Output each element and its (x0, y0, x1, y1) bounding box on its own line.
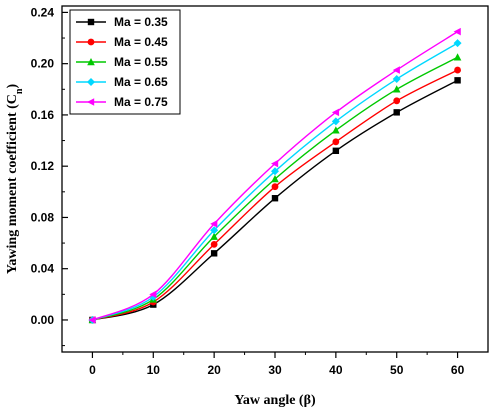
legend-swatch-marker (87, 78, 95, 86)
y-tick-label: 0.08 (31, 210, 55, 224)
data-point (210, 232, 218, 240)
y-tick-label: 0.20 (31, 57, 55, 71)
data-point (271, 195, 279, 202)
legend-swatch-marker (87, 18, 95, 26)
legend: Ma = 0.35 Ma = 0.45 Ma = 0.55 Ma = 0.65 Ma =… (69, 9, 181, 115)
data-point (454, 77, 461, 84)
y-tick-label: 0.24 (31, 5, 55, 19)
legend-label: Ma = 0.55 (114, 55, 168, 69)
data-point (210, 250, 218, 257)
y-axis-title-subscript: n (14, 88, 25, 94)
x-tick-label: 40 (329, 363, 343, 377)
data-point (393, 109, 400, 116)
legend-item: Ma = 0.45 (76, 35, 168, 49)
data-point (149, 290, 157, 299)
legend-label: Ma = 0.65 (114, 75, 168, 89)
data-point (392, 66, 400, 74)
data-point (392, 75, 401, 84)
x-tick-label: 60 (451, 363, 465, 377)
data-point (271, 167, 279, 176)
series-4 (88, 39, 462, 324)
data-point (88, 316, 96, 324)
x-tick-label: 50 (390, 363, 404, 377)
data-point (271, 175, 279, 183)
legend-swatch-marker (87, 58, 95, 66)
x-tick-label: 10 (147, 363, 161, 377)
data-point (393, 97, 401, 105)
y-axis-title-main: Yawing moment coefficient (C (5, 94, 20, 274)
data-point (332, 147, 340, 155)
legend-swatch-marker (87, 98, 95, 106)
data-point (210, 226, 219, 235)
data-point (453, 53, 462, 61)
data-point (453, 39, 462, 48)
legend-swatch-marker (87, 38, 95, 46)
x-tick-label: 30 (268, 363, 282, 377)
series-layer (88, 27, 462, 324)
data-point (454, 66, 461, 74)
legend-label: Ma = 0.35 (114, 15, 168, 29)
x-tick-label: 20 (207, 363, 221, 377)
data-point (332, 138, 340, 146)
data-point (210, 240, 218, 248)
x-axis-title: Yaw angle (β) (234, 393, 316, 408)
legend-item: Ma = 0.35 (76, 15, 168, 29)
legend-item: Ma = 0.55 (76, 55, 168, 69)
data-point (331, 108, 340, 117)
data-point (210, 220, 218, 228)
series-5 (88, 27, 461, 324)
y-tick-label: 0.00 (31, 313, 55, 327)
legend-item: Ma = 0.65 (76, 75, 168, 89)
data-point (453, 27, 461, 36)
y-tick-label: 0.12 (31, 159, 55, 173)
y-axis-title: Yawing moment coefficient (Cn) (5, 84, 25, 275)
legend-label: Ma = 0.45 (114, 35, 168, 49)
x-axis-ticks: 0 10 20 30 40 50 60 (89, 352, 465, 377)
y-tick-label: 0.04 (31, 262, 55, 276)
x-tick-label: 0 (89, 363, 96, 377)
data-point (331, 117, 340, 126)
data-point (392, 85, 401, 93)
data-point (271, 183, 279, 191)
y-tick-label: 0.16 (31, 108, 55, 122)
y-axis-title-close: ) (5, 84, 20, 89)
data-point (332, 126, 340, 134)
data-point (271, 159, 279, 168)
y-axis-ticks: 0.00 0.04 0.08 0.12 0.16 0.20 0.24 (31, 5, 68, 347)
legend-item: Ma = 0.75 (76, 95, 168, 109)
legend-label: Ma = 0.75 (114, 95, 168, 109)
